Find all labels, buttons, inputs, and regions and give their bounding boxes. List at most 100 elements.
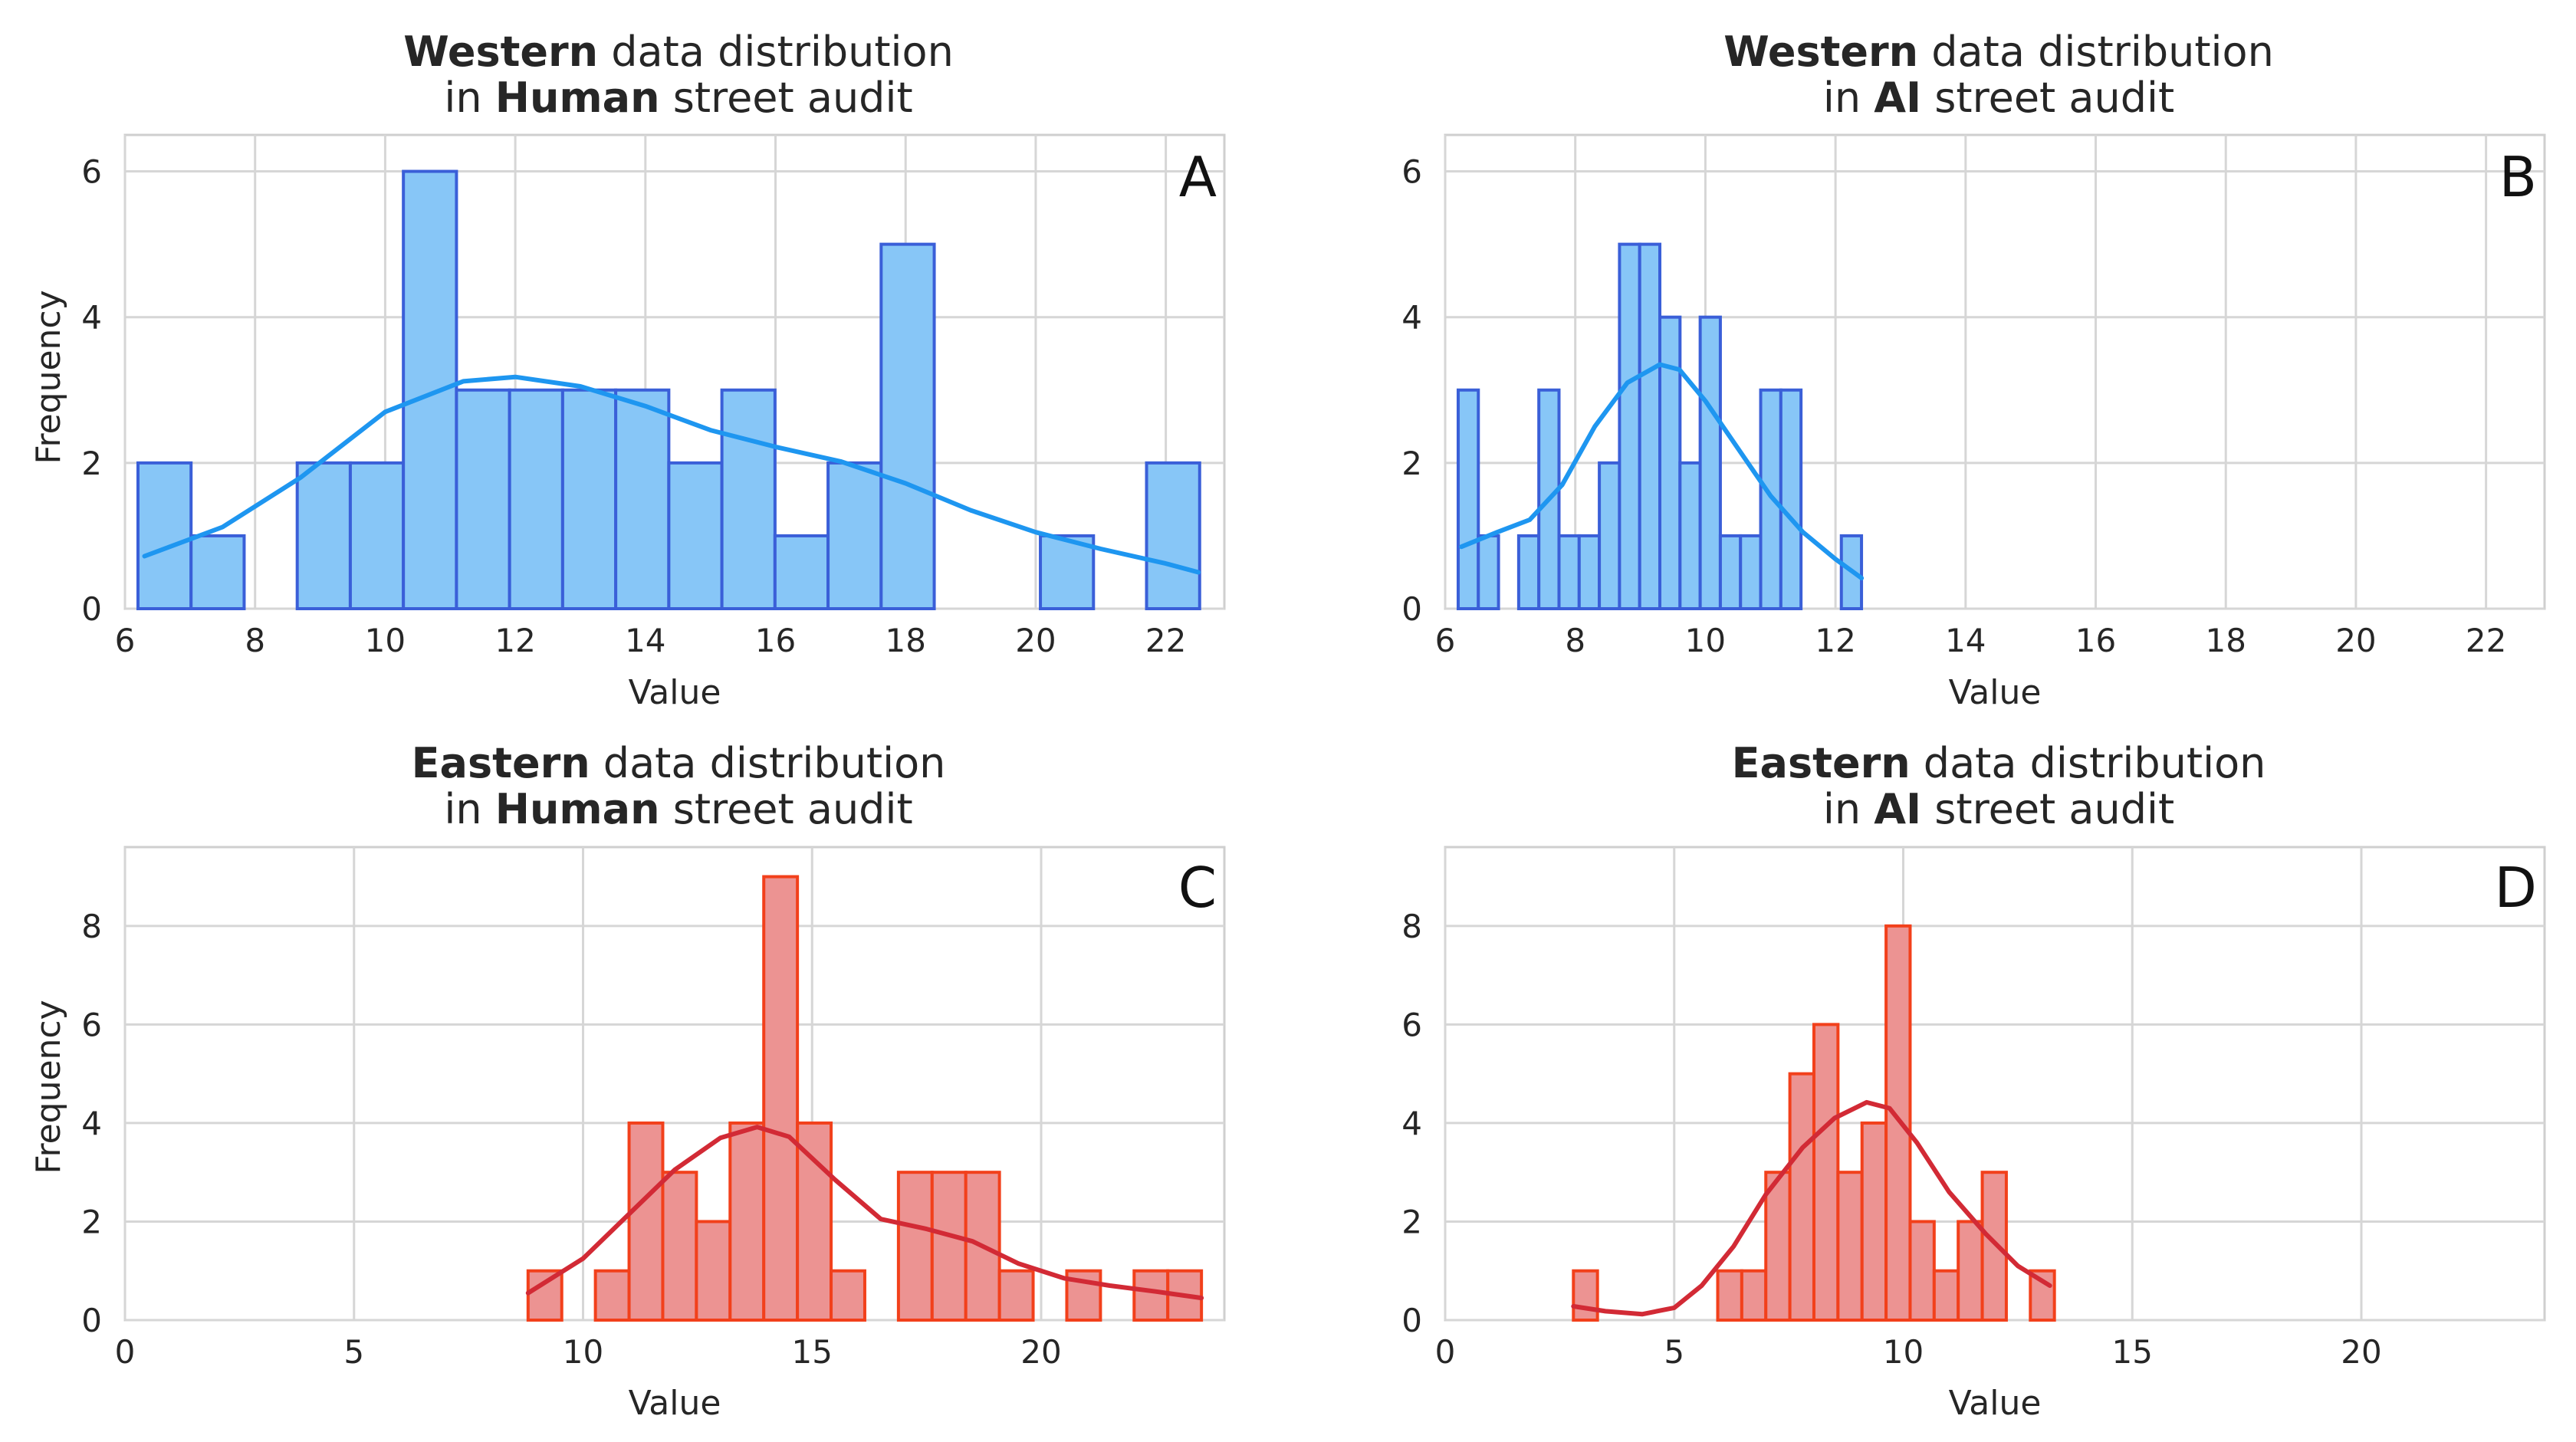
panel-b-bar (1739, 534, 1763, 611)
panel-b-xlabel: Value (1949, 673, 2042, 712)
panel-b-xtick-label: 20 (2335, 622, 2376, 659)
panel-d-bar (1980, 1171, 2008, 1322)
panel-b-bar (1678, 461, 1702, 610)
panel-c-bar (796, 1121, 833, 1322)
panel-a-title-bold: Western (403, 28, 599, 76)
panel-c-ytick-label: 6 (81, 1006, 102, 1043)
panel-a-xtick-label: 14 (625, 622, 665, 659)
panel-b-title-rest: data distribution (1918, 28, 2274, 76)
panel-c-bar (593, 1269, 631, 1322)
panel-b-bar (1456, 388, 1480, 610)
panel-d-bar (1932, 1269, 1960, 1322)
panel-c-title-rest2: street audit (659, 785, 913, 833)
panel-b-xtick-label: 8 (1565, 622, 1585, 659)
panel-b-xtick-label: 16 (2075, 622, 2116, 659)
panel-b-xtick-label: 14 (1945, 622, 1986, 659)
panel-b-ytick-label: 2 (1401, 445, 1422, 482)
panel-a-xtick-label: 8 (245, 622, 265, 659)
panel-c-bar (627, 1121, 665, 1322)
panel-b-title-bold: Western (1723, 28, 1919, 76)
panel-a-xtick-label: 6 (115, 622, 136, 659)
panel-a-bar (720, 388, 777, 610)
panel-c-title-rest: data distribution (590, 739, 946, 787)
panel-d-bar (1764, 1171, 1792, 1322)
panel-d-ytick-label: 2 (1401, 1203, 1422, 1240)
panel-c-bar (526, 1269, 564, 1322)
panel-d-ytick-label: 0 (1401, 1302, 1422, 1339)
panel-a-ytick-label: 4 (81, 299, 102, 337)
panel-a-bar (348, 461, 406, 610)
panel-b-xtick-label: 12 (1815, 622, 1855, 659)
panel-d-ytick-label: 6 (1401, 1006, 1422, 1043)
panel-b-ytick-label: 0 (1401, 590, 1422, 628)
panel-d-bar (2029, 1269, 2056, 1322)
panel-b-title-pre: in (1822, 74, 1875, 122)
panel-b-bar (1638, 242, 1662, 610)
panel-d-xtick-label: 10 (1883, 1333, 1924, 1371)
panel-a-title: Western data distribution in Human stree… (376, 29, 981, 121)
panel-c-xtick-label: 5 (343, 1333, 364, 1371)
panel-b-kde-line (1459, 362, 1865, 581)
panel-b-bar (1698, 315, 1722, 610)
panel-a-bar (614, 388, 671, 610)
panel-a-bar (508, 388, 564, 610)
panel-a-bar (1145, 461, 1201, 610)
panel-c-xtick-label: 10 (563, 1333, 603, 1371)
panel-b-bar (1577, 534, 1602, 611)
panel-c-xtick-label: 15 (792, 1333, 833, 1371)
panel-d-xlabel: Value (1949, 1384, 2042, 1423)
panel-a-xtick-label: 22 (1145, 622, 1186, 659)
panel-d-bar (1572, 1269, 1599, 1322)
panel-a-bar (560, 388, 618, 610)
panel-a-bar (136, 461, 193, 610)
panel-a-xlabel: Value (629, 673, 721, 712)
panel-a-bar (295, 461, 352, 610)
panel-d-kde-line (1571, 1099, 2052, 1317)
panel-d-xtick-label: 0 (1435, 1333, 1456, 1371)
panel-d-title-rest2: street audit (1921, 785, 2175, 833)
panel-a-bar (773, 534, 830, 611)
panel-c-bar (896, 1171, 934, 1322)
panel-b-bar (1839, 534, 1864, 611)
panel-c-title-bold: Eastern (411, 739, 590, 787)
panel-b-xtick-label: 10 (1685, 622, 1726, 659)
panel-d-title-rest: data distribution (1910, 739, 2266, 787)
panel-b-title-bold2: AI (1874, 74, 1922, 122)
panel-a-xtick-label: 20 (1015, 622, 1056, 659)
panel-b-bar (1557, 534, 1581, 611)
panel-c-bar (661, 1171, 698, 1322)
panel-d-title: Eastern data distribution in AI street a… (1696, 741, 2302, 833)
panel-c-bar (762, 875, 800, 1322)
panel-a-ylabel: Frequency (29, 290, 68, 464)
panel-c-ytick-label: 4 (81, 1105, 102, 1142)
panel-letter-b: B (2499, 145, 2537, 209)
panel-c-xtick-label: 0 (115, 1333, 136, 1371)
panel-letter-c: C (1178, 856, 1217, 920)
panel-d-bar (1740, 1269, 1768, 1322)
panel-a-title-pre: in (444, 74, 495, 122)
panel-a-ytick-label: 0 (81, 590, 102, 628)
panel-b-xtick-label: 22 (2466, 622, 2506, 659)
panel-a-xtick-label: 16 (755, 622, 796, 659)
panel-d-chart: 0 5 10 15 20 0 2 4 6 8 (1401, 846, 2546, 1371)
panel-c-ylabel: Frequency (29, 1000, 68, 1174)
panel-a-chart: 6 8 10 12 14 16 18 20 22 0 2 4 6 (81, 133, 1226, 659)
panel-d-title-bold: Eastern (1731, 739, 1911, 787)
panel-d-xtick-label: 15 (2112, 1333, 2153, 1371)
panel-d-bar (1788, 1072, 1815, 1322)
panel-b-bar (1718, 534, 1743, 611)
panel-c-bar (830, 1269, 866, 1322)
panel-c-bar (1132, 1269, 1170, 1322)
panel-a-kde-line (142, 374, 1201, 575)
panel-d-title-pre: in (1822, 785, 1875, 833)
panel-d-ytick-label: 4 (1401, 1105, 1422, 1142)
panel-d-bar (1812, 1023, 1840, 1322)
panel-b-bar (1477, 534, 1500, 611)
panel-b-bar (1658, 315, 1682, 610)
panel-a-ytick-label: 6 (81, 153, 102, 191)
panel-b-bar (1618, 242, 1641, 610)
panel-a-bar (826, 461, 883, 610)
panel-b-title-rest2: street audit (1921, 74, 2175, 122)
